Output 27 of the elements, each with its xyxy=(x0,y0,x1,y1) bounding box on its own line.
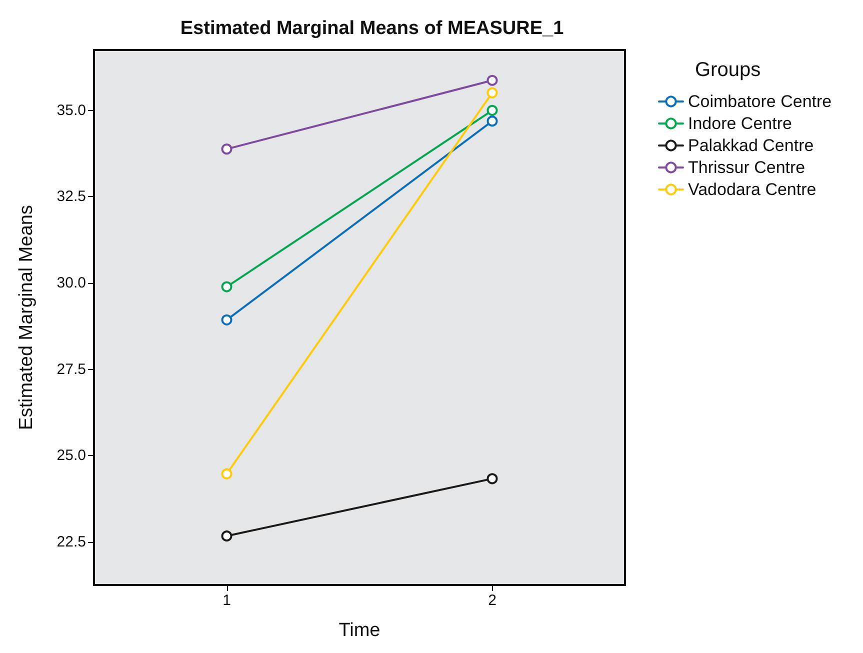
point xyxy=(221,281,232,292)
point xyxy=(486,74,498,86)
point xyxy=(221,530,232,542)
point xyxy=(486,473,498,484)
y-tick-label: 22.5 xyxy=(56,533,86,550)
point xyxy=(486,116,498,127)
legend-label: Thrissur Centre xyxy=(688,158,806,177)
x-tick-label: 1 xyxy=(222,592,231,609)
point xyxy=(486,104,498,116)
point xyxy=(221,468,232,480)
y-tick-label: 32.5 xyxy=(56,188,86,206)
legend-label: Vadodara Centre xyxy=(688,180,816,199)
y-tick-label: 27.5 xyxy=(56,360,86,378)
y-tick-label: 30.0 xyxy=(56,274,86,292)
legend-label: Coimbatore Centre xyxy=(688,92,832,111)
point xyxy=(486,87,498,98)
x-tick-label: 2 xyxy=(488,592,496,609)
legend-title: Groups xyxy=(695,59,761,81)
y-tick-label: 25.0 xyxy=(56,447,86,464)
y-axis-title: Estimated Marginal Means xyxy=(16,205,37,430)
point xyxy=(221,314,232,326)
point xyxy=(221,144,232,155)
chart-title: Estimated Marginal Means of MEASURE_1 xyxy=(180,18,564,39)
legend-label: Palakkad Centre xyxy=(688,136,814,155)
y-tick-label: 35.0 xyxy=(56,102,86,119)
legend-label: Indore Centre xyxy=(688,114,792,133)
x-axis-title: Time xyxy=(338,620,380,641)
